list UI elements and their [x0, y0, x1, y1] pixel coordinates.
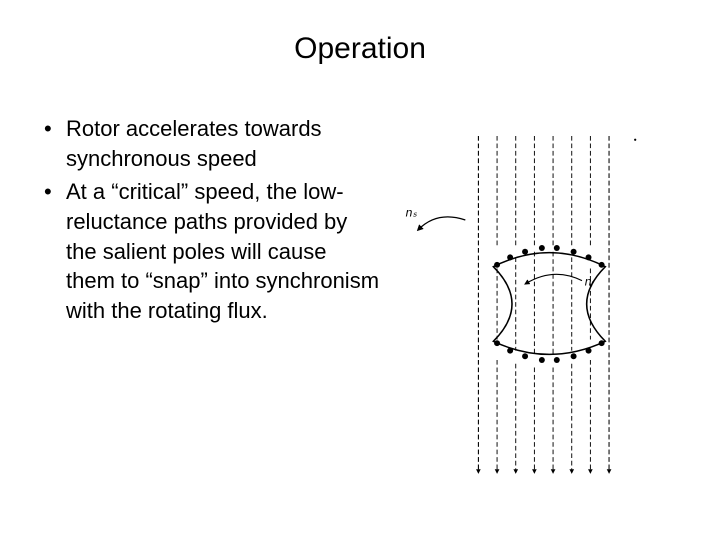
bullet-item: At a “critical” speed, the low-reluctanc… — [44, 177, 380, 325]
slide: Operation Rotor accelerates towards sync… — [0, 0, 720, 540]
page-title: Operation — [40, 32, 680, 66]
rotor-outline — [493, 253, 605, 355]
ns-label: nₛ — [406, 205, 418, 219]
corner-dot — [634, 139, 636, 141]
bullet-text: Rotor accelerates towards synchronous sp… — [66, 114, 380, 173]
rotor-diagram: nₛ nᵣ — [400, 114, 680, 494]
content-row: Rotor accelerates towards synchronous sp… — [40, 114, 680, 494]
ns-arrow — [419, 217, 466, 229]
bullet-text: At a “critical” speed, the low-reluctanc… — [66, 177, 380, 325]
nr-label: nᵣ — [585, 274, 595, 288]
bullet-list: Rotor accelerates towards synchronous sp… — [40, 114, 380, 330]
bullet-item: Rotor accelerates towards synchronous sp… — [44, 114, 380, 173]
diagram-svg: nₛ nᵣ — [400, 114, 680, 494]
